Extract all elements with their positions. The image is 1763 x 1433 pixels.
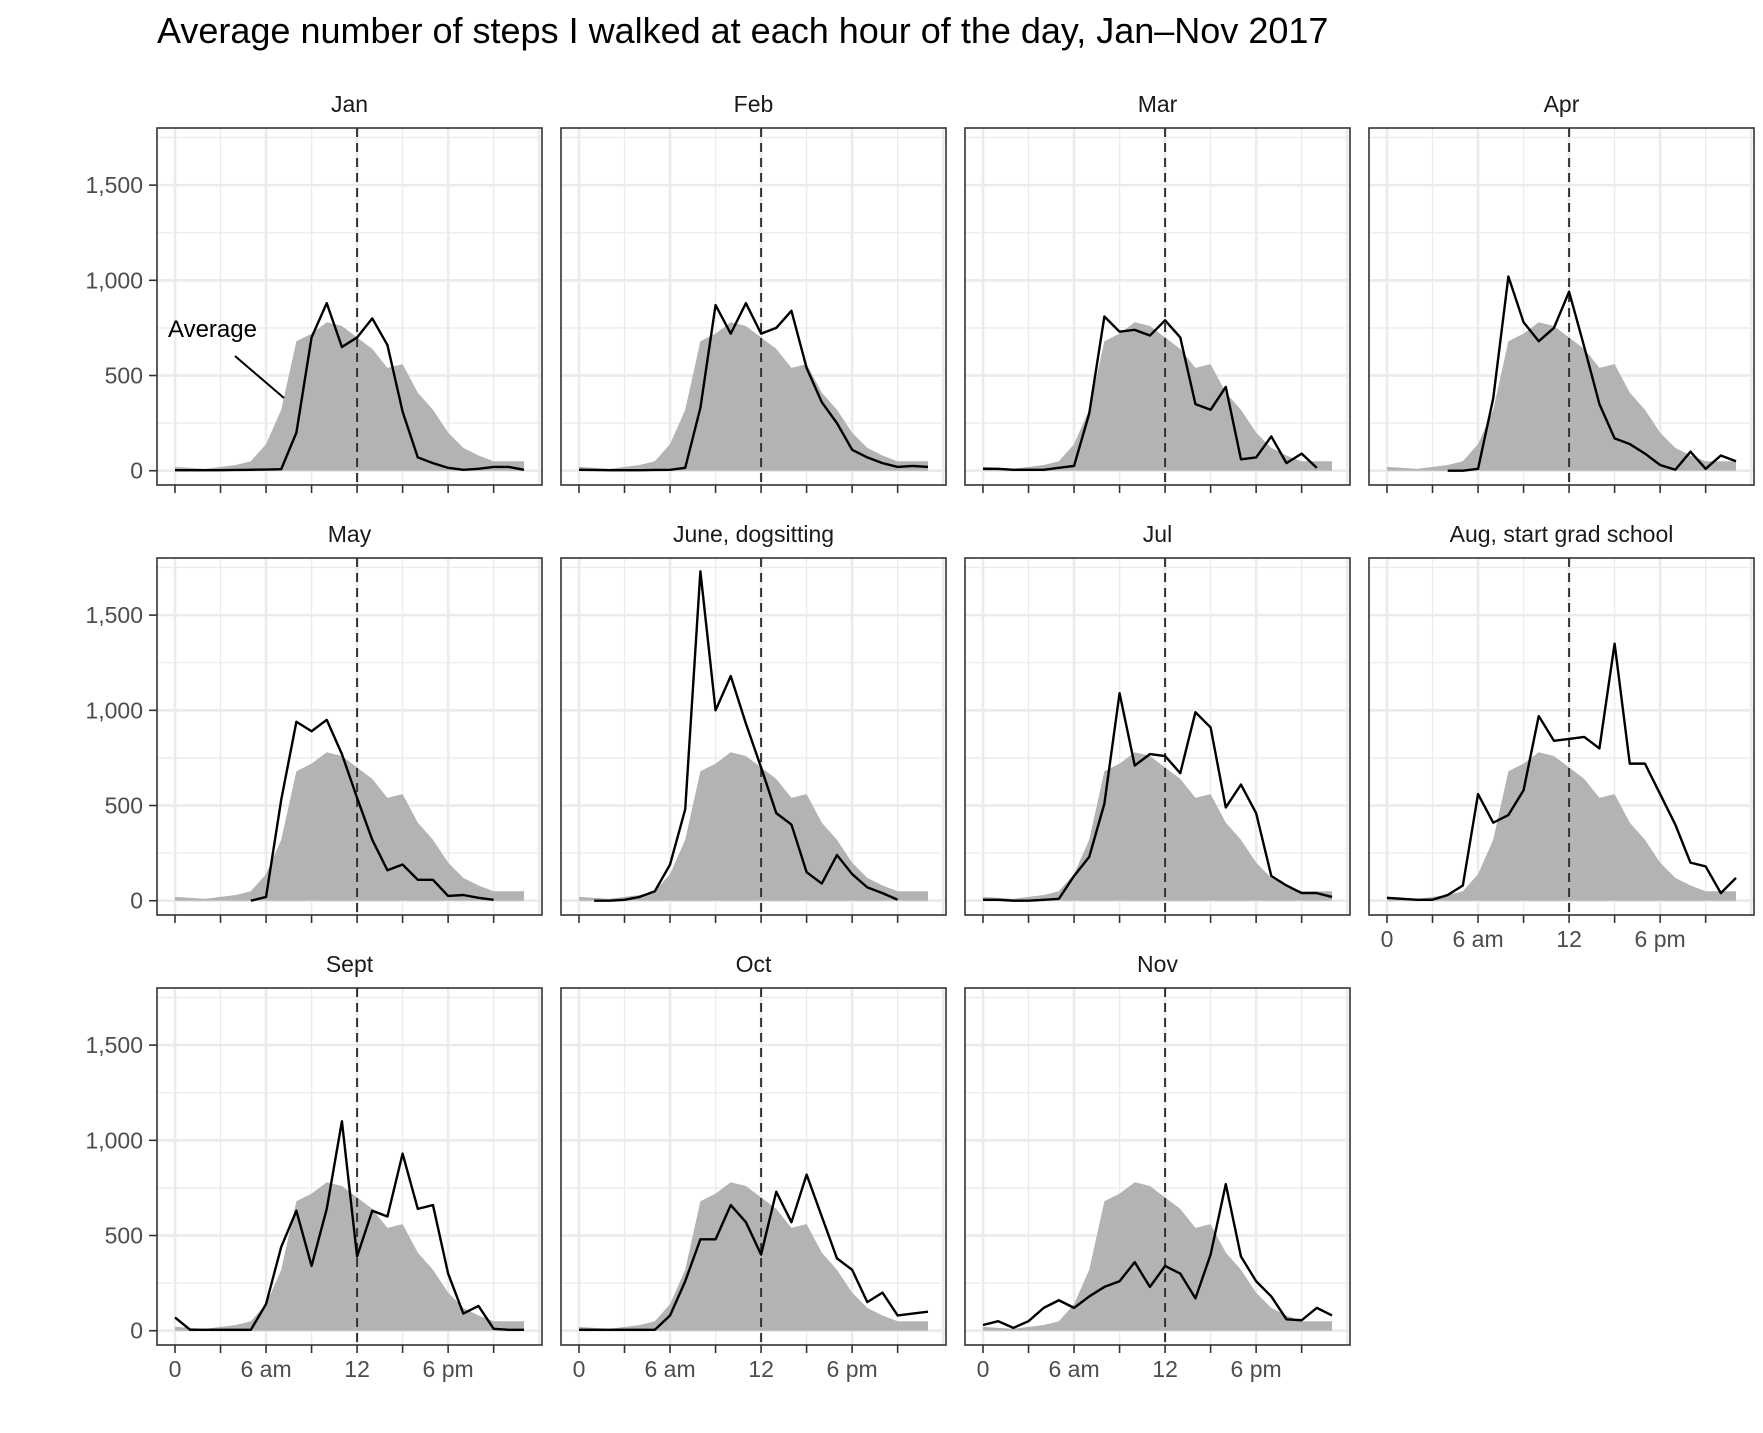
panel-aug: Aug, start grad school 0 6 am 12 6 pm: [1368, 521, 1755, 952]
average-area: [579, 1182, 928, 1331]
average-area: [175, 752, 524, 901]
x-tick-label: 6 am: [1048, 1356, 1099, 1382]
panel-apr: Apr: [1368, 91, 1755, 493]
y-tick-label: 500: [105, 363, 143, 389]
average-annotation: Average: [168, 316, 257, 343]
x-tick-label: 6 pm: [423, 1356, 474, 1382]
y-tick-label: 1,500: [85, 172, 143, 198]
panel-border: [964, 987, 1351, 1346]
panel-border: [560, 987, 947, 1346]
y-tick-label: 1,500: [85, 1032, 143, 1058]
panel-border: [1368, 127, 1755, 486]
x-tick-label: 12: [344, 1356, 370, 1382]
y-tick-label: 1,000: [85, 697, 143, 723]
y-tick-label: 1,000: [85, 1127, 143, 1153]
series-line: [250, 718, 494, 902]
x-tick-label: 6 pm: [1635, 926, 1686, 952]
average-area: [983, 1182, 1332, 1331]
panel-border: [964, 127, 1351, 486]
x-tick-label: 6 am: [240, 1356, 291, 1382]
series-line: [579, 1173, 929, 1331]
gridlines: [561, 558, 946, 915]
y-tick-label: 1,500: [85, 602, 143, 628]
panel-border: [964, 557, 1351, 916]
panel-title: Apr: [1544, 91, 1580, 117]
average-area: [983, 752, 1332, 901]
x-tick-label: 0: [1381, 926, 1394, 952]
y-tick-label: 0: [130, 458, 143, 484]
x-tick-label: 6 pm: [1231, 1356, 1282, 1382]
y-tick-label: 500: [105, 1223, 143, 1249]
series-line: [578, 301, 929, 472]
series-line: [1386, 642, 1737, 901]
annotation-pointer: [234, 355, 285, 399]
panel-border: [156, 127, 543, 486]
panel-border: [156, 987, 543, 1346]
panel-title: June, dogsitting: [673, 521, 834, 547]
series-line: [174, 1120, 524, 1331]
panel-sept: Sept 0 500 1,000 1,500 0 6 am 12 6 pm: [85, 951, 543, 1382]
x-tick-label: 0: [169, 1356, 182, 1382]
panel-title: Jul: [1143, 521, 1172, 547]
panel-border: [560, 127, 947, 486]
x-tick-label: 12: [1152, 1356, 1178, 1382]
y-tick-label: 0: [130, 888, 143, 914]
average-area: [175, 322, 524, 471]
panel-title: Feb: [734, 91, 774, 117]
panel-border: [1368, 557, 1755, 916]
x-tick-label: 6 pm: [827, 1356, 878, 1382]
series-line: [594, 570, 899, 902]
panel-may: May 0 500 1,000 1,500: [85, 521, 543, 923]
series-line: [982, 1182, 1333, 1330]
average-area: [983, 322, 1332, 471]
x-tick-label: 12: [1556, 926, 1582, 952]
panel-title: Oct: [736, 951, 772, 977]
y-tick-label: 500: [105, 793, 143, 819]
panel-title: Nov: [1137, 951, 1178, 977]
panel-title: Jan: [331, 91, 368, 117]
panel-border: [156, 557, 543, 916]
average-area: [579, 752, 928, 901]
series-line: [1447, 275, 1737, 472]
panel-title: Mar: [1138, 91, 1178, 117]
y-tick-label: 0: [130, 1318, 143, 1344]
panel-jul: Jul: [964, 521, 1351, 923]
average-area: [579, 322, 928, 471]
average-area: [1387, 752, 1736, 901]
series-line: [175, 301, 525, 472]
x-tick-label: 12: [748, 1356, 774, 1382]
y-tick-label: 1,000: [85, 267, 143, 293]
x-tick-label: 6 am: [644, 1356, 695, 1382]
series-line: [983, 315, 1318, 471]
x-tick-label: 0: [573, 1356, 586, 1382]
average-area: [175, 1182, 524, 1331]
panel-title: Aug, start grad school: [1450, 521, 1674, 547]
panel-oct: Oct 0 6 am 12 6 pm: [560, 951, 947, 1382]
average-area: [1387, 322, 1736, 471]
panel-june: June, dogsitting: [560, 521, 947, 923]
chart-title: Average number of steps I walked at each…: [157, 10, 1329, 51]
panel-title: Sept: [326, 951, 374, 977]
gridlines: [965, 988, 1350, 1345]
x-tick-label: 6 am: [1452, 926, 1503, 952]
x-tick-label: 0: [977, 1356, 990, 1382]
panel-feb: Feb: [560, 91, 947, 493]
panel-nov: Nov 0 6 am 12 6 pm: [964, 951, 1351, 1382]
panel-jan: Jan 0 500 1,000 1,500 Average: [85, 91, 543, 493]
panel-title: May: [328, 521, 372, 547]
panel-mar: Mar: [964, 91, 1351, 493]
series-line: [983, 691, 1333, 902]
panel-border: [560, 557, 947, 916]
